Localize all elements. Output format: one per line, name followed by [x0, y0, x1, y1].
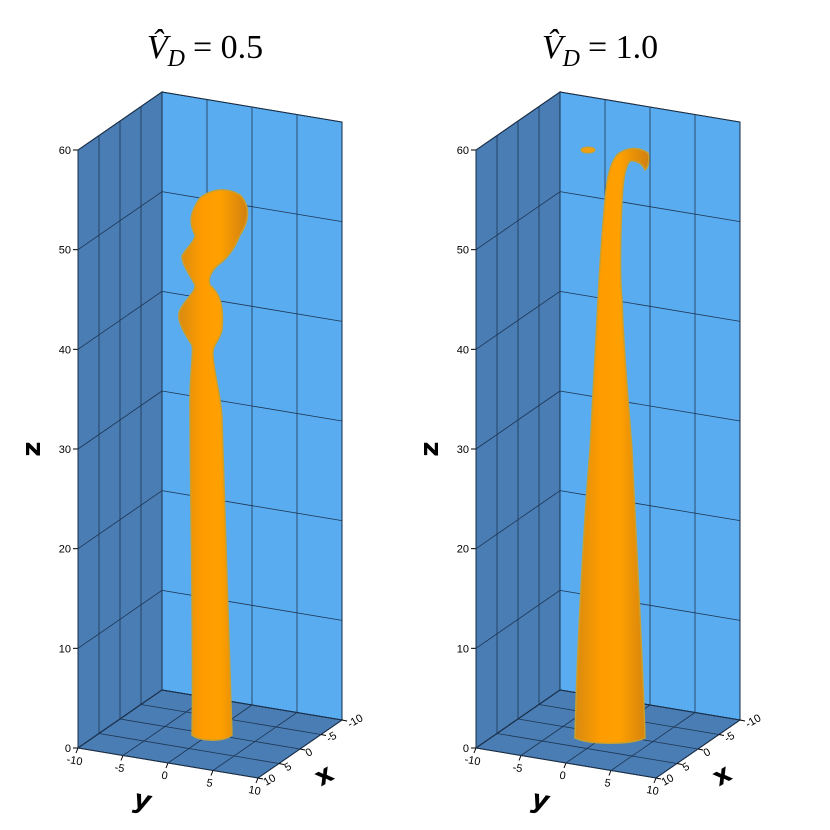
x-tick-label: 0 — [304, 746, 315, 759]
y-tick-label: 5 — [603, 777, 611, 790]
z-tick-label: 60 — [457, 145, 469, 157]
tick-mark — [299, 748, 306, 751]
x-axis-label: x — [707, 758, 737, 792]
z-tick-label: 40 — [59, 344, 71, 356]
y-axis-label: y — [131, 784, 154, 817]
z-tick-label: 30 — [59, 444, 71, 456]
x-axis-label: x — [309, 758, 339, 792]
tick-mark — [320, 734, 327, 736]
z-tick-label: 50 — [457, 245, 469, 257]
y-tick-label: 0 — [160, 770, 168, 783]
z-axis-label: z — [415, 441, 445, 456]
tick-mark — [165, 762, 169, 769]
x-tick-label: 5 — [681, 761, 692, 774]
y-tick-label: 5 — [205, 777, 213, 790]
z-tick-label: 60 — [59, 145, 71, 157]
y-tick-label: 10 — [645, 784, 659, 798]
y-tick-label: 0 — [558, 770, 566, 783]
title-rest: = 0.5 — [193, 29, 263, 66]
tick-mark — [341, 719, 348, 722]
z-tick-label: 20 — [457, 544, 469, 556]
tick-mark — [653, 777, 657, 784]
x-tick-label: -5 — [723, 730, 737, 745]
z-tick-label: 50 — [59, 245, 71, 257]
z-tick-label: 10 — [59, 643, 71, 655]
y-tick-label: -10 — [464, 754, 482, 769]
z-tick-label: 0 — [463, 743, 469, 755]
tick-mark — [739, 719, 746, 722]
tick-mark — [697, 748, 704, 751]
isosurface — [178, 189, 249, 741]
isosurface-fragment — [580, 146, 596, 154]
isosurface — [574, 147, 650, 744]
z-tick-label: 20 — [59, 544, 71, 556]
axes-boxes — [73, 91, 746, 784]
tick-mark — [257, 777, 264, 780]
grid-line — [98, 733, 280, 764]
tick-mark — [75, 747, 79, 754]
x-tick-label: 10 — [660, 772, 677, 789]
y-tick-label: -10 — [66, 754, 84, 769]
title-subscript: D — [167, 46, 185, 72]
tick-mark — [210, 770, 214, 776]
x-tick-label: 10 — [262, 772, 279, 789]
grid-line — [77, 747, 259, 779]
x-tick-label: 0 — [702, 746, 713, 759]
title-rest: = 1.0 — [588, 29, 658, 66]
tick-mark — [608, 770, 612, 776]
y-tick-label: 10 — [247, 784, 261, 798]
tick-mark — [255, 777, 259, 784]
tick-mark — [278, 763, 285, 765]
grid-line — [496, 733, 678, 764]
tick-mark — [120, 755, 124, 761]
z-tick-label: 0 — [65, 743, 71, 755]
y-tick-label: -5 — [114, 762, 126, 776]
x-tick-label: 5 — [283, 761, 294, 774]
chart-title: V̂D = 1.0 — [542, 28, 658, 72]
tick-mark — [676, 763, 683, 765]
x-tick-label: -10 — [744, 712, 764, 730]
y-axis-label: y — [529, 784, 552, 817]
z-axis-label: z — [17, 441, 47, 456]
tick-mark — [473, 747, 477, 754]
tick-mark — [718, 734, 725, 736]
x-tick-label: -5 — [325, 730, 339, 745]
x-tick-label: -10 — [346, 712, 366, 730]
z-tick-label: 10 — [457, 643, 469, 655]
y-tick-label: -5 — [512, 762, 524, 776]
isosurfaces — [178, 146, 650, 744]
title-subscript: D — [562, 46, 580, 72]
z-tick-label: 40 — [457, 344, 469, 356]
tick-mark — [655, 777, 662, 780]
tick-mark — [563, 762, 567, 769]
chart-title: V̂D = 0.5 — [147, 28, 263, 72]
tick-mark — [518, 755, 522, 761]
z-tick-label: 30 — [457, 444, 469, 456]
grid-line — [475, 747, 657, 779]
